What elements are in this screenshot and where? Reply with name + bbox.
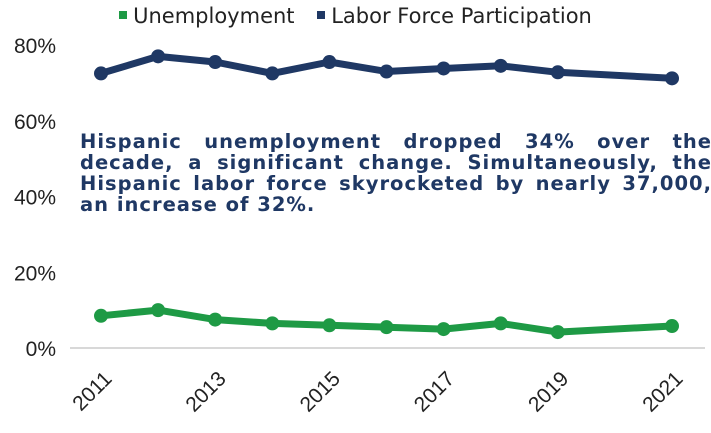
y-tick-label: 40% — [14, 187, 56, 210]
x-tick-label: 2011 — [68, 367, 116, 415]
data-point-unemployment — [265, 316, 280, 331]
data-point-labor-force — [436, 61, 451, 76]
data-point-labor-force — [265, 66, 280, 81]
series-line-unemployment — [97, 306, 676, 336]
data-point-labor-force — [94, 66, 108, 81]
data-point-labor-force — [151, 49, 166, 64]
data-point-unemployment — [436, 322, 451, 337]
data-point-unemployment — [493, 316, 508, 331]
x-tick-label: 2017 — [410, 367, 459, 416]
legend-swatch-labor-force — [317, 11, 326, 19]
legend-item-labor-force: Labor Force Participation — [317, 4, 592, 28]
y-tick-label: 0% — [26, 338, 56, 361]
x-tick-label: 2013 — [181, 367, 230, 416]
x-tick-label: 2015 — [296, 367, 345, 416]
data-point-labor-force — [208, 55, 223, 70]
y-tick-label: 60% — [14, 111, 56, 134]
data-point-labor-force — [665, 71, 679, 86]
chart-legend: Unemployment Labor Force Participation — [0, 4, 711, 28]
data-point-labor-force — [379, 64, 394, 79]
legend-item-unemployment: Unemployment — [119, 4, 295, 28]
y-tick-label: 20% — [14, 262, 56, 285]
x-tick-label: 2021 — [638, 367, 687, 416]
series-line-labor-force — [97, 52, 676, 82]
chart-annotation: Hispanic unemployment dropped 34% over t… — [80, 130, 711, 216]
legend-label-labor-force: Labor Force Participation — [331, 4, 592, 28]
data-point-labor-force — [322, 55, 337, 70]
data-point-unemployment — [208, 312, 223, 327]
data-point-unemployment — [379, 320, 394, 335]
data-point-unemployment — [665, 319, 679, 334]
data-point-labor-force — [550, 65, 565, 80]
y-tick-label: 80% — [14, 35, 56, 58]
x-tick-label: 2019 — [524, 367, 573, 416]
data-point-unemployment — [94, 308, 108, 323]
legend-swatch-unemployment — [119, 11, 128, 19]
legend-label-unemployment: Unemployment — [133, 4, 295, 28]
data-point-labor-force — [493, 58, 508, 73]
data-point-unemployment — [550, 325, 565, 340]
data-point-unemployment — [322, 318, 337, 333]
data-point-unemployment — [151, 303, 166, 318]
